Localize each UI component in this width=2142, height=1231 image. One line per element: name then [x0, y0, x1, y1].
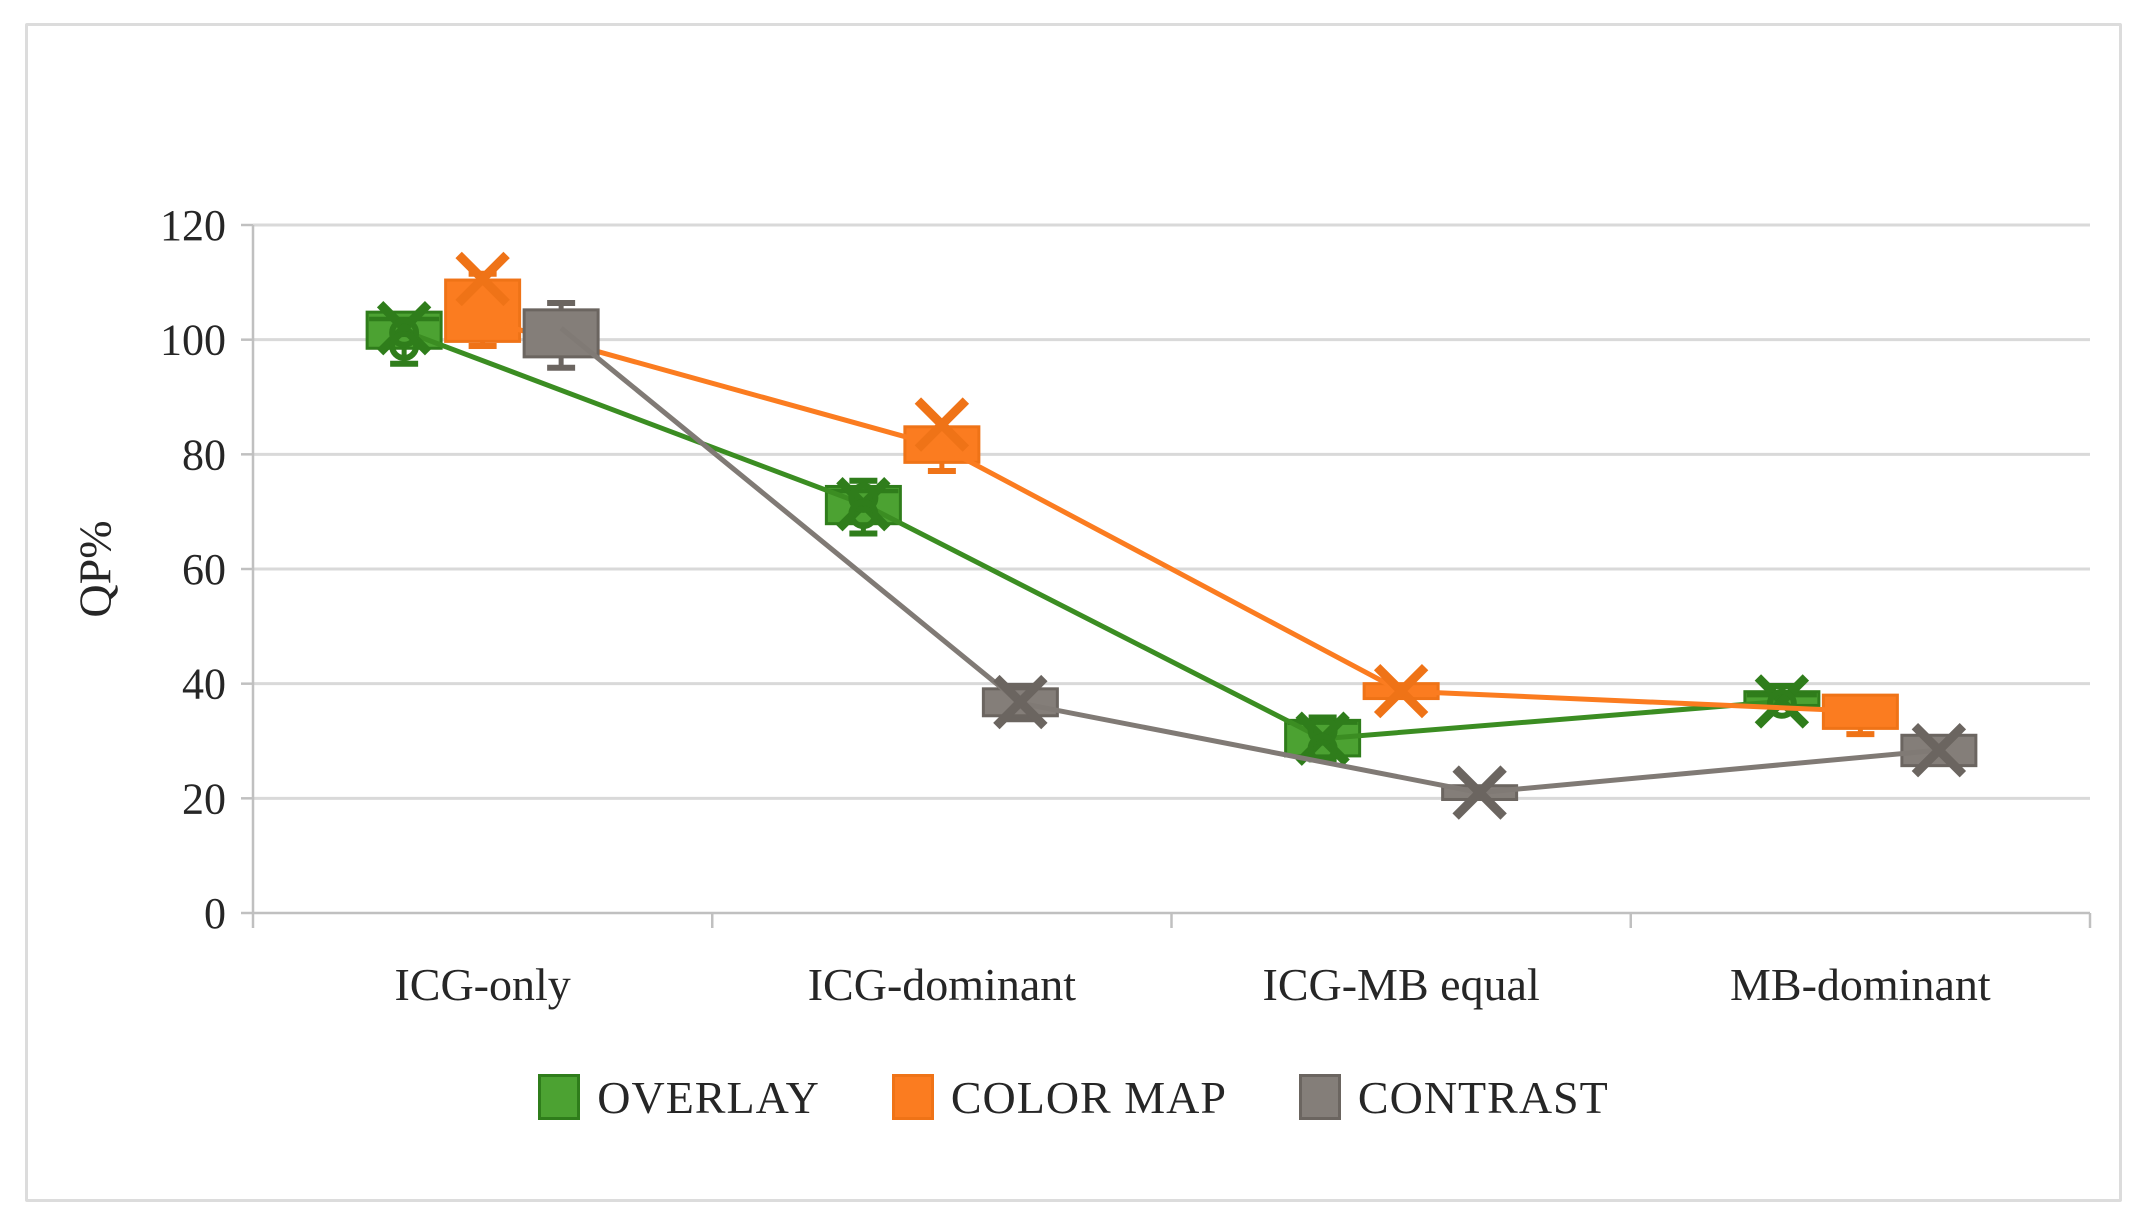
y-tick-label: 60 — [182, 545, 226, 594]
series-line-overlay — [403, 328, 1783, 742]
outlier-marker — [848, 498, 879, 529]
box-rect — [522, 308, 600, 359]
legend-label-contrast: CONTRAST — [1357, 1071, 1609, 1123]
x-stroke — [376, 301, 432, 356]
axes — [241, 223, 2092, 928]
box-rect — [1821, 693, 1899, 730]
x-stroke — [914, 397, 970, 452]
y-axis-title: QP% — [69, 520, 121, 618]
series-color-map — [444, 251, 1899, 738]
mean-x-marker-contrast-icg-dominant — [993, 674, 1048, 730]
y-tick-labels: 0 20 40 60 80 100 120 — [160, 201, 226, 938]
outlier-marker — [1766, 688, 1797, 719]
x-category-label-mb-dominant: MB-dominant — [1730, 959, 1991, 1010]
legend-swatch-color-map — [891, 1074, 934, 1120]
x-category-label-icg-dominant: ICG-dominant — [808, 959, 1077, 1010]
legend-swatch-contrast — [1298, 1074, 1341, 1120]
legend-item-overlay: OVERLAY — [538, 1071, 820, 1124]
box-rect — [444, 278, 522, 343]
legend-label-overlay: OVERLAY — [597, 1071, 820, 1123]
box-overlay-icg-only — [365, 310, 443, 367]
legend-item-color-map: COLOR MAP — [891, 1071, 1227, 1124]
series-contrast — [522, 299, 1978, 820]
chart-legend: OVERLAY COLOR MAP CONTRAST — [25, 1062, 2122, 1132]
x-category-label-icg-mb-equal: ICG-MB equal — [1263, 959, 1540, 1010]
series-line-color-map — [481, 317, 1861, 714]
legend-item-contrast: CONTRAST — [1298, 1071, 1609, 1124]
outlier-marker — [389, 317, 420, 348]
x-category-label-icg-only: ICG-only — [394, 959, 570, 1010]
box-contrast-icg-only — [522, 299, 600, 371]
x-stroke — [1754, 674, 1810, 729]
legend-label-color-map: COLOR MAP — [950, 1071, 1227, 1123]
legend-swatch-overlay — [538, 1074, 581, 1120]
y-tick-label: 120 — [160, 201, 226, 250]
x-stroke — [1373, 663, 1429, 719]
outlier-marker — [389, 330, 420, 361]
mean-x-marker-contrast-mb-dominant — [1911, 722, 1967, 778]
x-category-labels: ICG-only ICG-dominant ICG-MB equal MB-domin… — [394, 959, 1990, 1010]
x-stroke — [1911, 722, 1967, 778]
outlier-marker — [1307, 715, 1338, 746]
y-tick-label: 0 — [204, 889, 226, 938]
y-tick-label: 100 — [160, 316, 226, 365]
series-line-contrast — [559, 326, 1940, 796]
outlier-marker — [848, 482, 879, 513]
x-stroke — [993, 674, 1048, 730]
y-tick-label: 40 — [182, 660, 226, 709]
box-color-map-mb-dominant — [1821, 693, 1899, 738]
y-tick-label: 80 — [182, 430, 226, 479]
x-stroke — [1452, 765, 1507, 820]
series-overlay — [365, 301, 1821, 766]
y-tick-label: 20 — [182, 774, 226, 823]
mean-x-marker-overlay-icg-only — [376, 301, 432, 356]
mean-x-marker-color-map-icg-only — [455, 251, 510, 307]
mean-x-marker-overlay-mb-dominant — [1754, 674, 1810, 729]
mean-x-marker-contrast-icg-mb-equal — [1452, 765, 1507, 820]
x-stroke — [455, 251, 510, 307]
mean-x-marker-color-map-icg-mb-equal — [1373, 663, 1429, 719]
mean-x-marker-color-map-icg-dominant — [914, 397, 970, 452]
